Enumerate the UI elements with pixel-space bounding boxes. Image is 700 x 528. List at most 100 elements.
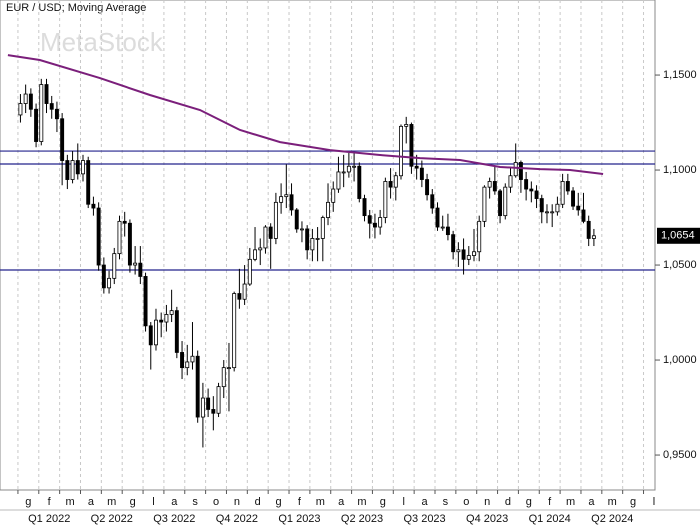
chart-title: EUR / USD; Moving Average [6, 2, 146, 14]
candle-body [451, 234, 456, 253]
x-tick-label: f [48, 496, 52, 508]
candle-body [435, 207, 440, 228]
candle-body [154, 319, 158, 346]
quarter-label: Q3 2023 [403, 513, 445, 525]
candle-body [555, 203, 560, 213]
x-tick-label: m [357, 496, 366, 508]
candle-body [159, 319, 164, 323]
x-tick-label: g [630, 496, 636, 508]
candle-body [112, 253, 117, 279]
candle-body [482, 186, 487, 222]
candle-body [294, 209, 299, 230]
candle-body [148, 325, 153, 346]
candle-body [18, 103, 23, 116]
x-tick-label: f [298, 496, 302, 508]
candle-body [461, 249, 466, 260]
candle-body [237, 293, 242, 300]
candle-body [206, 397, 211, 410]
candle-body [185, 361, 190, 369]
candle-body [508, 175, 513, 188]
candle-body [232, 293, 237, 369]
quarter-label: Q2 2022 [91, 513, 133, 525]
x-tick-label: m [566, 496, 575, 508]
candle-body [34, 108, 39, 142]
x-tick-label: a [171, 496, 178, 508]
candle-body [75, 160, 80, 175]
candle-body [571, 190, 576, 207]
candle-body [487, 181, 492, 188]
watermark: MetaStock [40, 27, 164, 57]
candle-body [372, 222, 377, 228]
candle-body [414, 165, 419, 169]
x-tick-label: s [443, 496, 449, 508]
candle-body [70, 160, 75, 180]
candle-body [331, 188, 336, 203]
quarter-label: Q1 2024 [529, 513, 571, 525]
candle-body [247, 258, 252, 285]
candle-body [107, 277, 112, 289]
candle-body [445, 226, 450, 236]
candle-body [393, 175, 398, 188]
candle-body [591, 235, 596, 239]
x-tick-label: g [526, 496, 532, 508]
candle-body [117, 220, 122, 255]
candle-body [86, 160, 91, 205]
x-tick-label: g [380, 496, 386, 508]
candle-body [539, 198, 544, 213]
candle-body [550, 211, 555, 214]
x-tick-label: l [653, 496, 655, 508]
candle-body [524, 179, 529, 190]
candle-body [60, 118, 65, 161]
candle-body [534, 190, 539, 199]
candle-body [440, 226, 445, 229]
candle-body [503, 186, 508, 217]
candle-body [180, 352, 185, 369]
candle-body [305, 228, 310, 251]
candle-body [195, 355, 200, 418]
candle-body [122, 220, 127, 224]
candle-body [357, 165, 362, 199]
candle-body [96, 207, 101, 266]
candle-body [28, 93, 33, 110]
x-tick-label: a [422, 496, 429, 508]
candle-body [268, 226, 273, 239]
candle-body [336, 171, 341, 190]
x-tick-label: g [276, 496, 282, 508]
candle-body [221, 367, 226, 388]
candle-body [273, 201, 278, 239]
candle-body [560, 181, 565, 205]
candle-body [472, 251, 476, 256]
candle-body [164, 314, 169, 323]
candle-body [49, 103, 54, 110]
candle-body [143, 276, 148, 327]
x-tick-label: n [484, 496, 490, 508]
moving-average-line [7, 54, 604, 175]
y-tick-label: 1,1000 [663, 164, 697, 176]
candle-body [425, 179, 430, 196]
candle-body [279, 196, 284, 203]
candle-body [253, 249, 257, 260]
candle-body [430, 194, 435, 209]
quarter-label: Q1 2023 [278, 513, 320, 525]
candle-body [211, 409, 216, 414]
candle-body [362, 198, 367, 217]
candle-body [242, 283, 247, 300]
quarter-label: Q2 2023 [341, 513, 383, 525]
candle-body [81, 160, 85, 175]
y-tick-label: 0,9500 [663, 449, 697, 461]
x-tick-label: n [234, 496, 240, 508]
x-tick-label: m [107, 496, 116, 508]
x-tick-label: a [588, 496, 595, 508]
candle-body [101, 264, 106, 289]
x-tick-label: a [338, 496, 345, 508]
candle-body [258, 247, 263, 251]
candle-body [91, 203, 96, 209]
candle-body [466, 255, 471, 260]
candle-body [289, 194, 294, 211]
candle-body [23, 93, 28, 104]
candle-body [367, 215, 372, 224]
candle-body [190, 355, 195, 363]
x-tick-label: g [130, 496, 136, 508]
candle-body [341, 171, 346, 174]
x-tick-label: f [548, 496, 552, 508]
